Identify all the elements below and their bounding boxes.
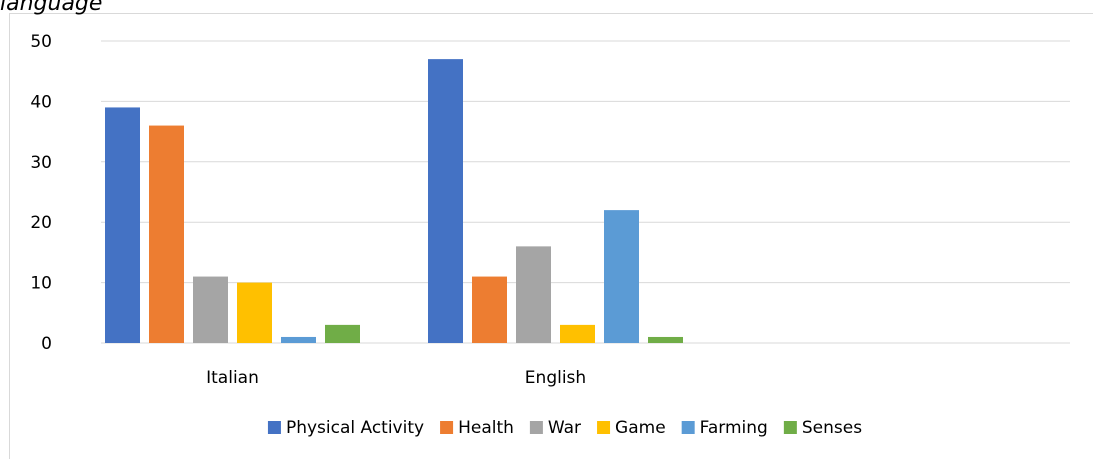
y-tick-label-50: 50 <box>30 32 52 52</box>
bar-english-game <box>560 324 595 343</box>
legend-item-farming: Farming <box>681 418 768 438</box>
x-axis-category-labels: Italian English <box>206 368 586 388</box>
y-tick-label-30: 30 <box>30 153 52 173</box>
legend-swatch <box>783 421 797 434</box>
legend-item-health: Health <box>440 418 514 438</box>
bar-italian-game <box>237 282 272 343</box>
legend-label: Physical Activity <box>286 418 424 438</box>
bar-english-senses <box>648 336 683 343</box>
legend-label: Health <box>458 418 514 438</box>
legend-item-war: War <box>529 418 581 438</box>
bar-english-farming <box>604 210 639 343</box>
bar-italian-health <box>149 125 184 343</box>
bar-italian-physical-activity <box>105 107 140 343</box>
legend-swatch <box>440 421 454 434</box>
bars <box>105 59 683 344</box>
legend-label: Senses <box>802 418 862 438</box>
bar-italian-senses <box>325 324 360 343</box>
bar-english-health <box>472 276 507 343</box>
legend-swatch <box>681 421 695 434</box>
legend-swatch <box>597 421 611 434</box>
y-tick-label-20: 20 <box>30 213 52 233</box>
bar-italian-war <box>193 276 228 343</box>
legend-item-game: Game <box>597 418 666 438</box>
y-tick-label-0: 0 <box>41 334 52 354</box>
y-tick-label-10: 10 <box>30 274 52 294</box>
chart-caption-fragment: language <box>0 0 103 16</box>
legend-label: Game <box>615 418 666 438</box>
y-tick-label-40: 40 <box>30 92 52 112</box>
legend: Physical Activity Health War Game Farming Sen… <box>267 418 862 438</box>
legend-label: War <box>548 418 581 438</box>
chart-frame <box>9 13 1093 459</box>
bar-italian-farming <box>281 336 316 343</box>
legend-swatch <box>267 421 281 434</box>
legend-swatch <box>529 421 543 434</box>
bar-english-physical-activity <box>428 59 463 344</box>
legend-item-senses: Senses <box>783 418 862 438</box>
bar-english-war <box>516 246 551 343</box>
legend-label: Farming <box>700 418 768 438</box>
y-axis-tick-labels: 0 10 20 30 40 50 <box>30 32 52 354</box>
x-category-label-english: English <box>525 368 586 388</box>
legend-item-physical-activity: Physical Activity <box>267 418 424 438</box>
x-category-label-italian: Italian <box>206 368 259 388</box>
